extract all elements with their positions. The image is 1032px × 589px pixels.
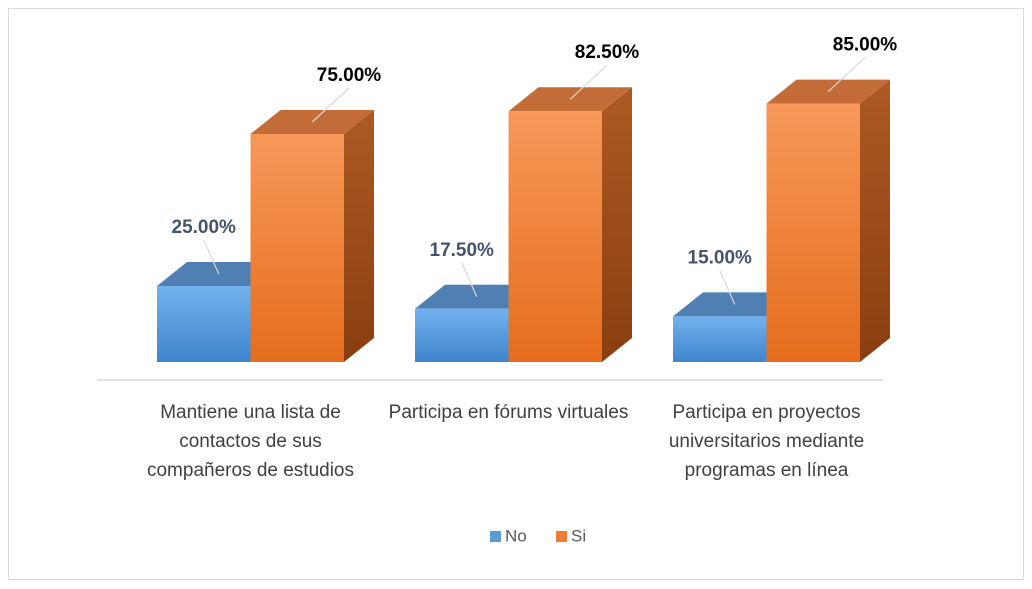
bar: [250, 110, 374, 362]
leader-line: [569, 64, 608, 100]
legend-swatch: [490, 531, 501, 542]
legend-label: No: [505, 526, 527, 545]
category-label: Mantiene una lista de contactos de sus c…: [146, 402, 354, 481]
category-label: Participa en proyectos universitarios me…: [668, 402, 865, 481]
value-label: 82.50%: [575, 42, 640, 63]
category-label: Participa en fórums virtuales: [388, 402, 629, 423]
bar: [508, 87, 632, 362]
leader-line: [311, 87, 350, 123]
leader-line: [461, 262, 478, 298]
legend-swatch: [556, 531, 567, 542]
value-label: 17.50%: [430, 240, 495, 261]
legend-label: Si: [571, 526, 586, 545]
value-label: 25.00%: [172, 217, 237, 238]
frame: [8, 8, 1024, 580]
leader-line: [203, 239, 220, 275]
value-label: 15.00%: [688, 247, 753, 268]
bar: [766, 79, 890, 362]
value-label: 75.00%: [317, 65, 382, 86]
value-label: 85.00%: [833, 35, 898, 56]
leader-line: [719, 270, 736, 305]
leader-line: [827, 57, 866, 93]
